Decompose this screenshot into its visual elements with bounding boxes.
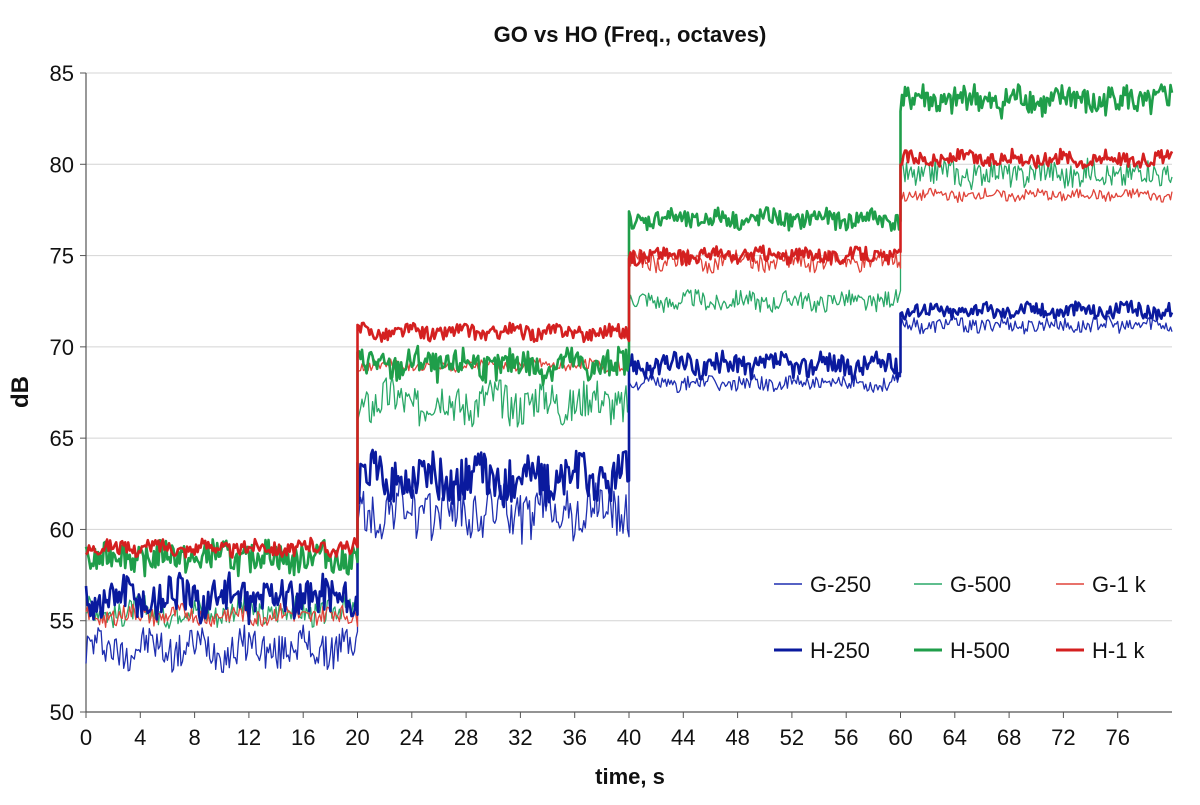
x-tick-label: 64 [943,725,967,750]
x-tick-label: 52 [780,725,804,750]
x-tick-label: 24 [400,725,424,750]
y-tick-labels: 50 55 60 65 70 75 80 85 [50,61,86,725]
y-tick-label: 50 [50,700,74,725]
x-tick-label: 60 [888,725,912,750]
x-axis-label: time, s [595,764,665,789]
y-tick-label: 80 [50,152,74,177]
y-tick-label: 75 [50,244,74,269]
x-tick-label: 40 [617,725,641,750]
y-axis-label: dB [7,376,34,408]
series-lines [84,83,1174,674]
legend-label-g-250: G-250 [810,572,871,597]
chart-title: GO vs HO (Freq., octaves) [494,22,767,47]
x-tick-labels: 0 4 8 12 16 20 24 28 32 36 40 44 48 52 56 60 64 68 72 76 [80,712,1130,750]
series-line-h-250 [84,299,1174,626]
x-tick-label: 32 [508,725,532,750]
y-tick-label: 55 [50,609,74,634]
x-tick-label: 20 [345,725,369,750]
legend-label-g-1k: G-1 k [1092,572,1147,597]
x-tick-label: 4 [134,725,146,750]
x-tick-label: 48 [725,725,749,750]
x-tick-label: 0 [80,725,92,750]
legend-label-g-500: G-500 [950,572,1011,597]
legend-label-h-1k: H-1 k [1092,638,1146,663]
legend: G-250 G-500 G-1 k H-250 H-500 H-1 k [774,572,1147,663]
x-tick-label: 8 [188,725,200,750]
x-tick-label: 72 [1051,725,1075,750]
x-tick-label: 28 [454,725,478,750]
x-tick-label: 36 [562,725,586,750]
series-line-h-1k [84,147,1174,559]
legend-label-h-500: H-500 [950,638,1010,663]
x-tick-label: 56 [834,725,858,750]
x-tick-label: 76 [1105,725,1129,750]
x-tick-label: 68 [997,725,1021,750]
y-tick-label: 60 [50,517,74,542]
y-tick-label: 65 [50,426,74,451]
y-tick-label: 85 [50,61,74,86]
x-tick-label: 44 [671,725,695,750]
x-tick-label: 12 [237,725,261,750]
legend-label-h-250: H-250 [810,638,870,663]
x-tick-label: 16 [291,725,315,750]
y-tick-label: 70 [50,335,74,360]
